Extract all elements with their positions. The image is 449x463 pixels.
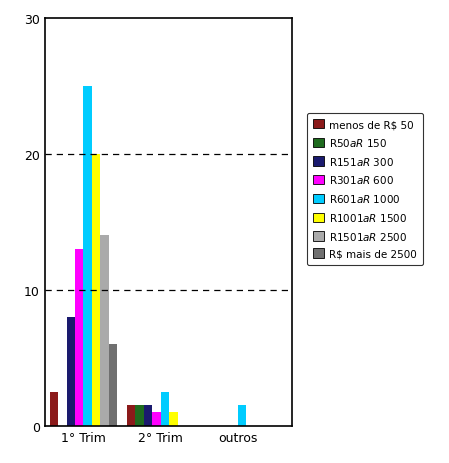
Bar: [144, 406, 152, 426]
Bar: [75, 250, 84, 426]
Bar: [135, 406, 144, 426]
Bar: [49, 392, 58, 426]
Bar: [152, 413, 161, 426]
Bar: [161, 392, 169, 426]
Bar: [109, 344, 118, 426]
Legend: menos de R$ 50, R$ 50 a R$ 150, R$ 151 a R$ 300, R$ 301 a R$ 600, R$ 601 a R$ 10: menos de R$ 50, R$ 50 a R$ 150, R$ 151 a…: [307, 113, 423, 265]
Bar: [84, 87, 92, 426]
Bar: [127, 406, 135, 426]
Bar: [101, 236, 109, 426]
Bar: [92, 154, 101, 426]
Bar: [66, 317, 75, 426]
Bar: [238, 406, 247, 426]
Bar: [169, 413, 178, 426]
